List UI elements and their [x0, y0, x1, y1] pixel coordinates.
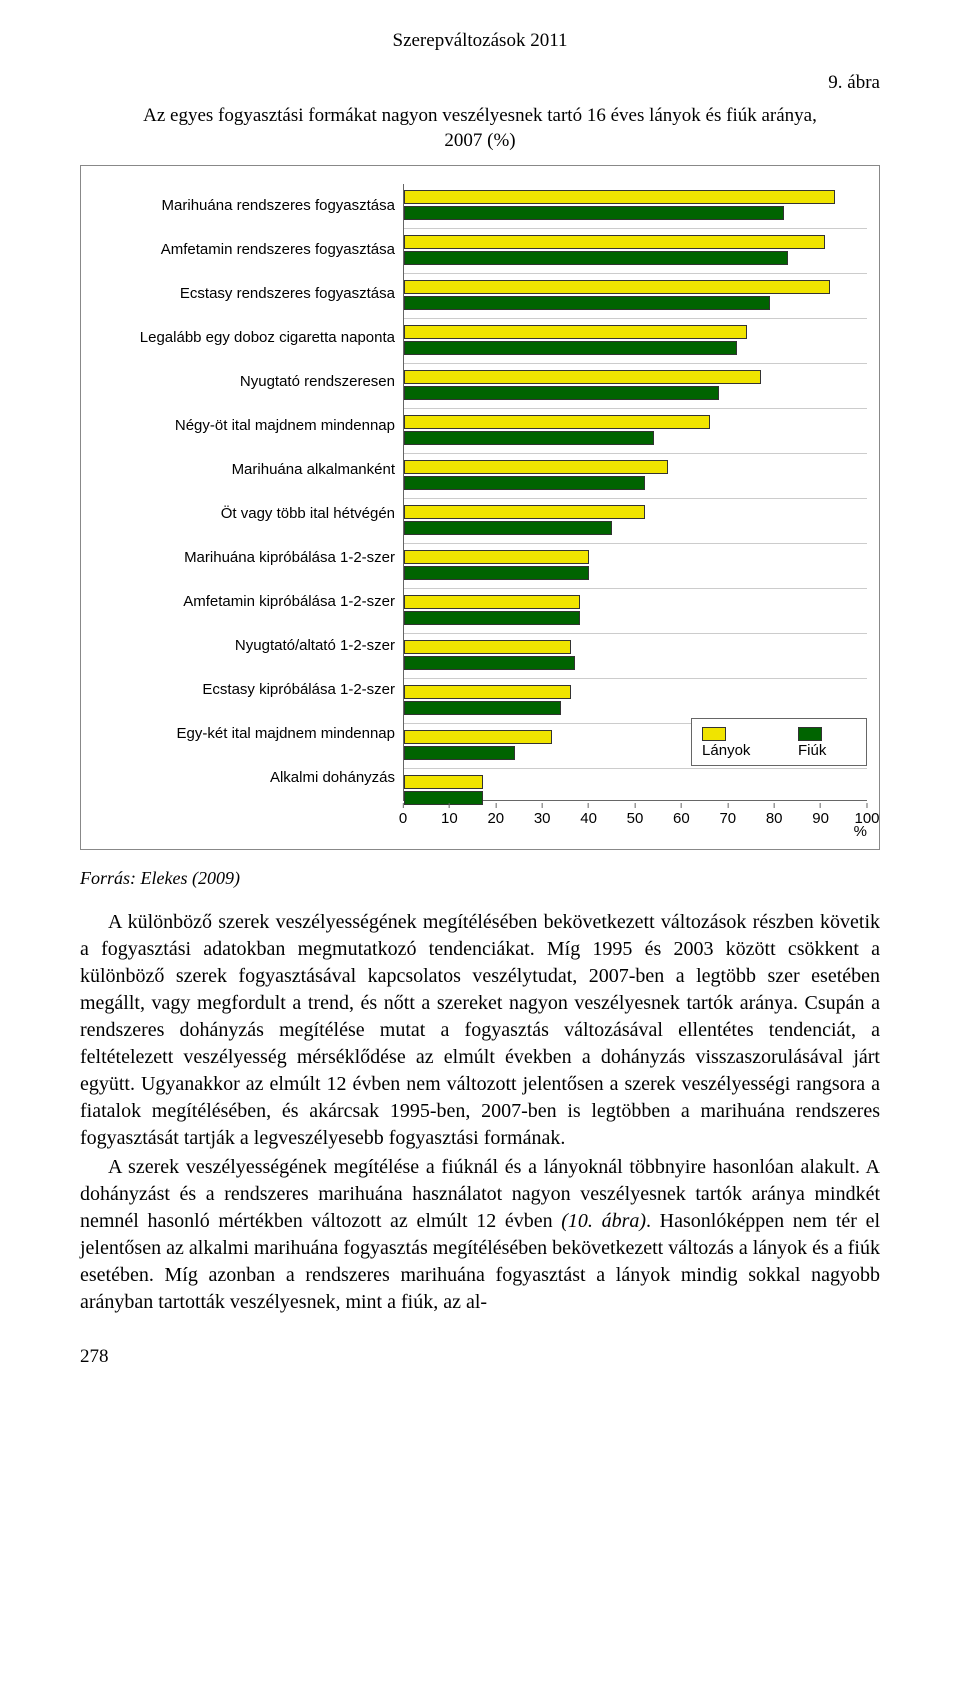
bar-lanyok: [404, 505, 645, 519]
category-label: Nyugtató/altató 1-2-szer: [93, 624, 403, 668]
category-label: Marihuána alkalmanként: [93, 448, 403, 492]
legend-label: Fiúk: [798, 742, 826, 759]
page: Szerepváltozások 2011 9. ábra Az egyes f…: [0, 0, 960, 1408]
bar-row: [404, 318, 867, 363]
chart-title: Az egyes fogyasztási formákat nagyon ves…: [130, 104, 830, 153]
bar-lanyok: [404, 325, 747, 339]
category-label: Egy-két ital majdnem mindennap: [93, 712, 403, 756]
category-label: Nyugtató rendszeresen: [93, 360, 403, 404]
x-tick: 40: [580, 803, 597, 827]
bar-lanyok: [404, 730, 552, 744]
x-tick: 20: [487, 803, 504, 827]
plot-area: Lányok Fiúk: [403, 184, 867, 801]
category-label: Alkalmi dohányzás: [93, 756, 403, 800]
bar-fiuk: [404, 251, 788, 265]
legend-swatch: [798, 727, 822, 741]
running-header: Szerepváltozások 2011: [80, 30, 880, 52]
bar-fiuk: [404, 611, 580, 625]
paragraph: A szerek veszélyességének megítélése a f…: [80, 1154, 880, 1316]
category-label: Amfetamin kipróbálása 1-2-szer: [93, 580, 403, 624]
x-tick: 10: [441, 803, 458, 827]
x-tick: 50: [627, 803, 644, 827]
legend-label: Lányok: [702, 742, 750, 759]
bar-row: [404, 273, 867, 318]
figure-reference: (10. ábra): [561, 1210, 646, 1232]
category-label: Ecstasy rendszeres fogyasztása: [93, 272, 403, 316]
x-tick: 30: [534, 803, 551, 827]
bar-fiuk: [404, 656, 575, 670]
bar-fiuk: [404, 476, 645, 490]
x-tick: 70: [719, 803, 736, 827]
category-label: Marihuána kipróbálása 1-2-szer: [93, 536, 403, 580]
bar-row: [404, 453, 867, 498]
source-line: Forrás: Elekes (2009): [80, 868, 880, 889]
bar-row: [404, 588, 867, 633]
body-text: A különböző szerek veszélyességének megí…: [80, 909, 880, 1316]
bar-lanyok: [404, 685, 571, 699]
legend-swatch: [702, 727, 726, 741]
bar-lanyok: [404, 640, 571, 654]
category-label: Négy-öt ital majdnem mindennap: [93, 404, 403, 448]
bar-row: [404, 363, 867, 408]
bar-fiuk: [404, 701, 561, 715]
paragraph: A különböző szerek veszélyességének megí…: [80, 909, 880, 1152]
page-number: 278: [80, 1346, 880, 1368]
x-tick: 90: [812, 803, 829, 827]
legend-item: Lányok: [702, 725, 780, 759]
legend-item: Fiúk: [798, 725, 856, 759]
chart-grid: Marihuána rendszeres fogyasztásaAmfetami…: [93, 184, 867, 801]
category-label: Legalább egy doboz cigaretta naponta: [93, 316, 403, 360]
bar-fiuk: [404, 521, 612, 535]
bar-row: [404, 678, 867, 723]
bar-lanyok: [404, 190, 835, 204]
bar-lanyok: [404, 595, 580, 609]
category-label: Amfetamin rendszeres fogyasztása: [93, 228, 403, 272]
legend: Lányok Fiúk: [691, 718, 867, 766]
bar-row: [404, 228, 867, 273]
bar-fiuk: [404, 746, 515, 760]
bar-lanyok: [404, 415, 710, 429]
bar-row: [404, 543, 867, 588]
bar-lanyok: [404, 460, 668, 474]
bar-row: [404, 408, 867, 453]
figure-number: 9. ábra: [80, 72, 880, 94]
bar-fiuk: [404, 386, 719, 400]
x-tick: 100: [854, 803, 879, 827]
bar-row: [404, 184, 867, 228]
bar-lanyok: [404, 280, 830, 294]
bar-fiuk: [404, 566, 589, 580]
category-label: Ecstasy kipróbálása 1-2-szer: [93, 668, 403, 712]
x-tick: 60: [673, 803, 690, 827]
bar-row: [404, 633, 867, 678]
bar-fiuk: [404, 296, 770, 310]
bar-lanyok: [404, 370, 761, 384]
bar-fiuk: [404, 206, 784, 220]
bar-fiuk: [404, 431, 654, 445]
bar-lanyok: [404, 550, 589, 564]
bar-lanyok: [404, 235, 825, 249]
chart-frame: Marihuána rendszeres fogyasztásaAmfetami…: [80, 165, 880, 850]
x-tick: 80: [766, 803, 783, 827]
category-axis: Marihuána rendszeres fogyasztásaAmfetami…: [93, 184, 403, 800]
bar-fiuk: [404, 341, 737, 355]
x-tick: 0: [399, 803, 407, 827]
bar-row: [404, 498, 867, 543]
category-label: Öt vagy több ital hétvégén: [93, 492, 403, 536]
category-label: Marihuána rendszeres fogyasztása: [93, 184, 403, 228]
bar-lanyok: [404, 775, 483, 789]
x-axis: % 0102030405060708090100: [93, 803, 867, 839]
